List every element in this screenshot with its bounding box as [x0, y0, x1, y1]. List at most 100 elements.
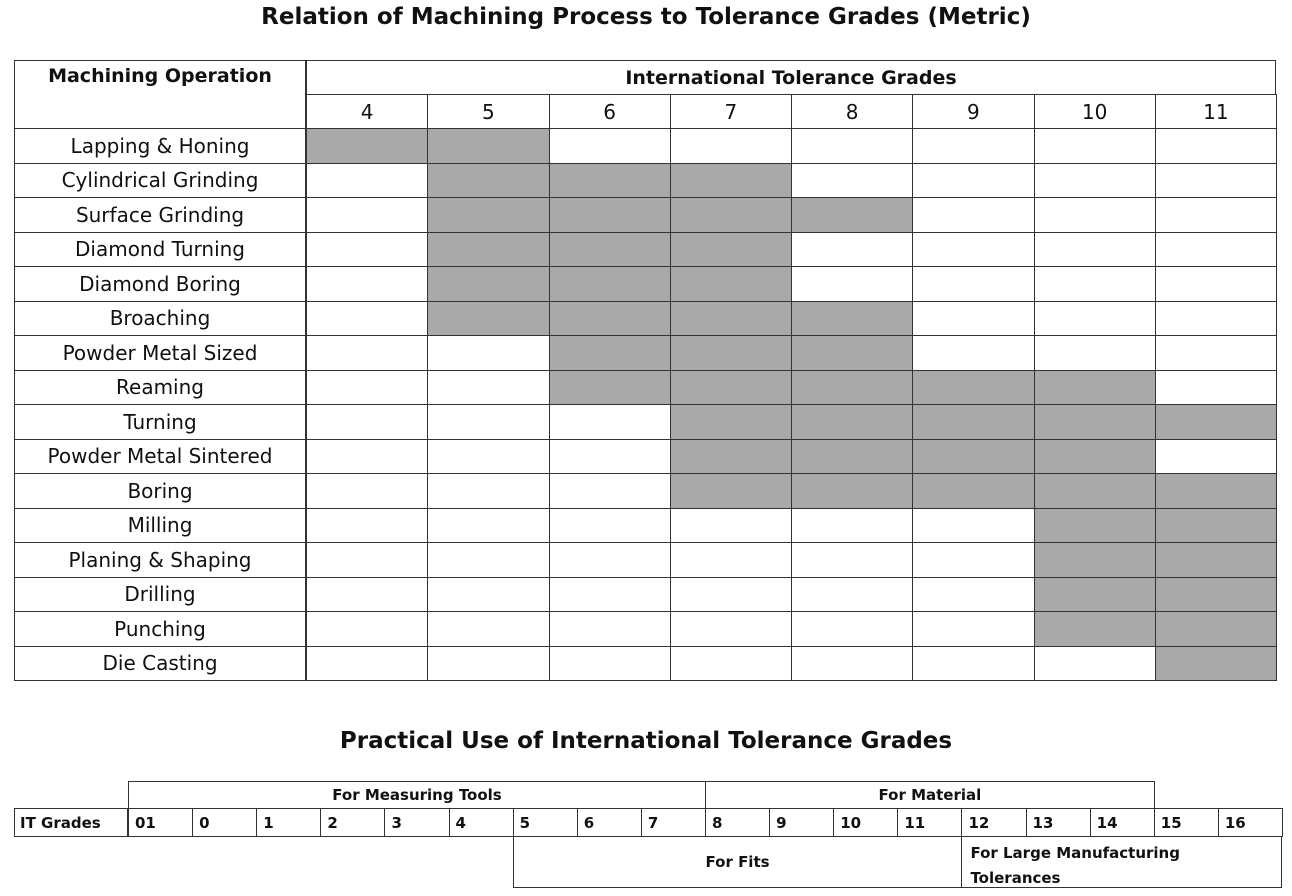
cell: [791, 645, 914, 681]
cell: [427, 335, 550, 371]
it-grade: 9: [769, 808, 835, 837]
it-grade: 4: [448, 808, 514, 837]
shaded-cell: [912, 369, 1035, 405]
operation: Lapping & Honing: [14, 128, 306, 164]
shaded-cell: [669, 300, 792, 336]
shaded-cell: [1033, 611, 1156, 647]
cell: [306, 369, 429, 405]
shaded-cell: [912, 404, 1035, 440]
cell: [791, 231, 914, 267]
shaded-cell: [1033, 542, 1156, 578]
cell: [791, 507, 914, 543]
it-grade: 14: [1089, 808, 1155, 837]
operation: Diamond Boring: [14, 266, 306, 302]
shaded-cell: [548, 300, 671, 336]
cell: [669, 507, 792, 543]
shaded-cell: [669, 266, 792, 302]
cell: [912, 231, 1035, 267]
it-grade: 3: [384, 808, 450, 837]
shaded-cell: [1033, 576, 1156, 612]
header-cell: Machining Operation: [14, 60, 306, 129]
cell: [791, 128, 914, 164]
cell: [912, 611, 1035, 647]
shaded-cell: [427, 128, 550, 164]
shaded-cell: [791, 404, 914, 440]
cell: [912, 266, 1035, 302]
shaded-cell: [427, 300, 550, 336]
shaded-cell: [669, 369, 792, 405]
shaded-cell: [548, 231, 671, 267]
shaded-cell: [427, 162, 550, 198]
operation: Broaching: [14, 300, 306, 336]
cell: [912, 576, 1035, 612]
shaded-cell: [791, 335, 914, 371]
cell: [427, 611, 550, 647]
it-grade: 16: [1217, 808, 1283, 837]
shaded-cell: [791, 197, 914, 233]
grade-header: 9: [912, 94, 1035, 129]
shaded-cell: [1154, 542, 1277, 578]
cell: [427, 438, 550, 474]
operation: Diamond Turning: [14, 231, 306, 267]
cell: [791, 542, 914, 578]
cell: [1154, 300, 1277, 336]
cell: [548, 128, 671, 164]
header-cell: International Tolerance Grades: [306, 60, 1276, 95]
operation: Reaming: [14, 369, 306, 405]
cell: [912, 542, 1035, 578]
cell: [306, 404, 429, 440]
shaded-cell: [1033, 369, 1156, 405]
cell: [306, 300, 429, 336]
shaded-cell: [1033, 438, 1156, 474]
shaded-cell: [791, 473, 914, 509]
cell: [1154, 162, 1277, 198]
cell: [548, 611, 671, 647]
shaded-cell: [1033, 473, 1156, 509]
shaded-cell: [1154, 576, 1277, 612]
cell: [548, 473, 671, 509]
cell: [791, 162, 914, 198]
grade-header: 10: [1033, 94, 1156, 129]
it-grade: 7: [640, 808, 706, 837]
shaded-cell: [669, 335, 792, 371]
shaded-cell: [791, 369, 914, 405]
cell: [306, 335, 429, 371]
cell: [427, 542, 550, 578]
cell: [306, 473, 429, 509]
cell: [548, 576, 671, 612]
cell: [306, 507, 429, 543]
cell: [1154, 438, 1277, 474]
bottom-span: For Fits: [512, 836, 963, 888]
top-span: For Measuring Tools: [128, 781, 706, 809]
shaded-cell: [791, 300, 914, 336]
it-grade: 8: [705, 808, 771, 837]
cell: [306, 162, 429, 198]
it-grade: 2: [320, 808, 386, 837]
cell: [912, 197, 1035, 233]
operation: Powder Metal Sintered: [14, 438, 306, 474]
shaded-cell: [669, 473, 792, 509]
cell: [306, 266, 429, 302]
cell: [306, 542, 429, 578]
shaded-cell: [669, 404, 792, 440]
title: Practical Use of International Tolerance…: [339, 728, 953, 754]
cell: [306, 611, 429, 647]
cell: [912, 300, 1035, 336]
it-grade: 0: [192, 808, 258, 837]
cell: [306, 645, 429, 681]
grade-header: 5: [427, 94, 550, 129]
shaded-cell: [548, 197, 671, 233]
cell: [548, 542, 671, 578]
title: Relation of Machining Process to Toleran…: [261, 4, 1031, 30]
operation: Powder Metal Sized: [14, 335, 306, 371]
operation: Boring: [14, 473, 306, 509]
shaded-cell: [1033, 404, 1156, 440]
cell: [427, 645, 550, 681]
cell: [791, 266, 914, 302]
cell: [912, 507, 1035, 543]
cell: [306, 231, 429, 267]
it-grade: 11: [897, 808, 963, 837]
grade-header: 6: [548, 94, 671, 129]
cell: [912, 335, 1035, 371]
operation: Cylindrical Grinding: [14, 162, 306, 198]
